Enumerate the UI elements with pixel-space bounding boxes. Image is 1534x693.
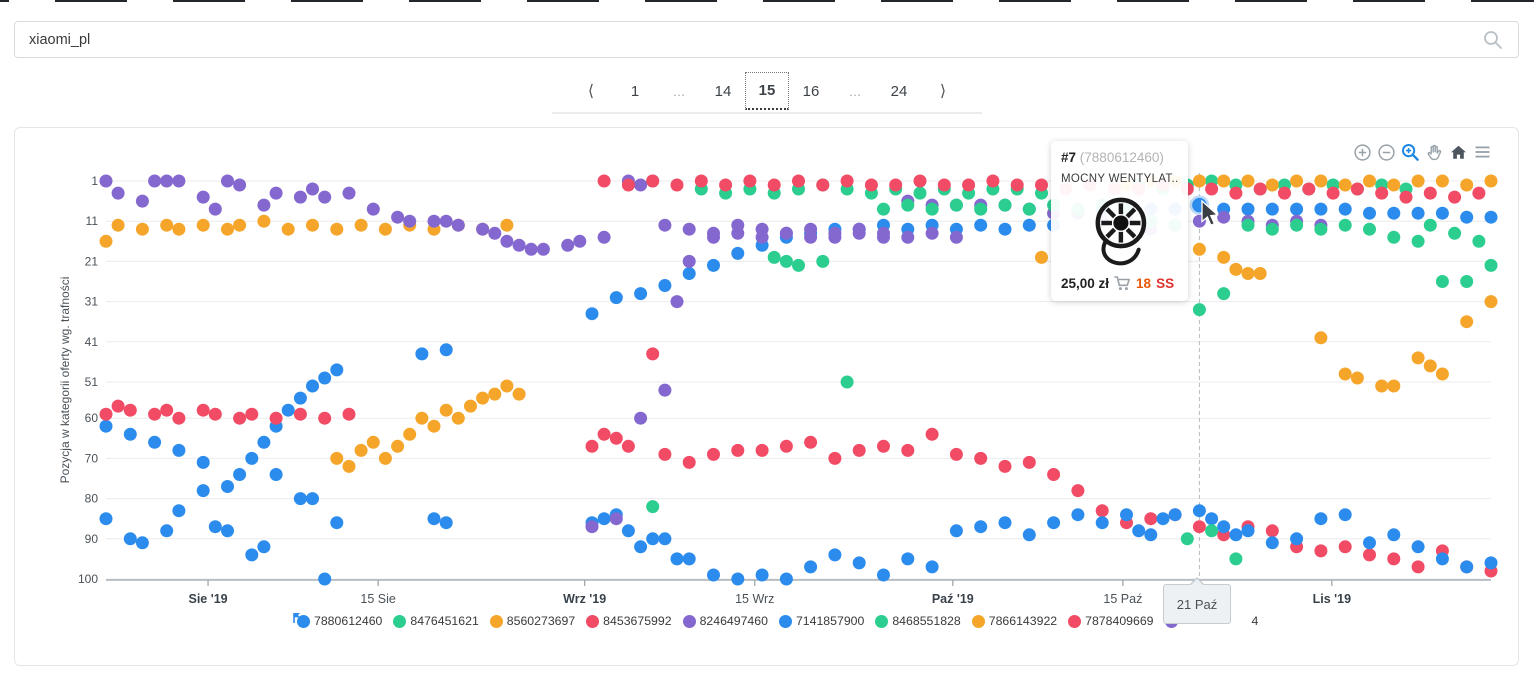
legend-label: 8468551828 xyxy=(892,614,961,628)
legend-label: 7878409669 xyxy=(1085,614,1154,628)
svg-text:100: 100 xyxy=(78,572,98,586)
legend-item-7880612460[interactable]: 7880612460 xyxy=(293,612,383,628)
legend-dot-icon xyxy=(875,614,889,628)
page-top-border xyxy=(0,0,1534,2)
product-offer-id: (7880612460) xyxy=(1079,150,1164,165)
legend-dot-icon xyxy=(682,614,696,628)
legend-label: 7866143922 xyxy=(988,614,1058,628)
legend-dot-icon xyxy=(1068,614,1082,628)
legend-label: 8476451621 xyxy=(410,614,479,628)
legend-dot-icon xyxy=(489,614,503,628)
chart-legend: 7880612460 8476451621 8560273697 8453675992… xyxy=(293,612,1259,628)
search-input[interactable] xyxy=(15,31,1482,48)
svg-text:15 Wrz: 15 Wrz xyxy=(735,592,774,606)
svg-text:15 Sie: 15 Sie xyxy=(360,592,395,606)
legend-dot-icon xyxy=(586,614,600,628)
zoom-in-icon[interactable] xyxy=(1353,143,1372,162)
chart-card: Pozycja w kategorii oferty wg. trafności… xyxy=(14,127,1519,666)
search-icon[interactable] xyxy=(1482,29,1504,51)
legend-item-7866143922[interactable]: 7866143922 xyxy=(971,614,1058,628)
legend-dot-icon xyxy=(393,614,407,628)
svg-text:1: 1 xyxy=(91,174,98,188)
svg-text:51: 51 xyxy=(85,375,99,389)
cart-icon xyxy=(1114,276,1130,291)
legend-item-8246497460[interactable]: 8246497460 xyxy=(682,614,768,628)
pagination-ellipsis: … xyxy=(848,83,862,99)
product-quantity: 18 xyxy=(1136,275,1152,291)
box-zoom-icon[interactable] xyxy=(1401,143,1420,162)
legend-label: 8560273697 xyxy=(506,614,576,628)
svg-text:90: 90 xyxy=(85,532,99,546)
legend-item-7878409669[interactable]: 7878409669 xyxy=(1068,614,1154,628)
legend-item-8453675992[interactable]: 8453675992 xyxy=(586,614,672,628)
page-button-16[interactable]: 16 xyxy=(802,82,820,100)
zoom-out-icon[interactable] xyxy=(1377,143,1396,162)
svg-text:70: 70 xyxy=(85,451,99,465)
product-badge: SS xyxy=(1156,275,1175,291)
product-rank: #7 xyxy=(1061,150,1077,165)
legend-label: 8246497460 xyxy=(699,614,768,628)
product-tooltip-header: #7 (7880612460) xyxy=(1061,150,1178,165)
legend-label: 7141857900 xyxy=(795,614,865,628)
legend-item-7141857900[interactable]: 7141857900 xyxy=(778,614,865,628)
search-bar xyxy=(14,21,1519,58)
legend-label: 4 xyxy=(1251,614,1259,628)
legend-item-8560273697[interactable]: 8560273697 xyxy=(489,614,576,628)
legend-label: 8453675992 xyxy=(603,614,672,628)
page-button-14[interactable]: 14 xyxy=(714,82,732,100)
pagination-next[interactable]: ⟩ xyxy=(939,83,947,100)
chart-toolbar xyxy=(1353,143,1492,162)
legend-label: 7880612460 xyxy=(314,614,383,628)
product-title: MOCNY WENTYLAT... xyxy=(1061,173,1178,185)
pan-icon[interactable] xyxy=(1425,143,1444,162)
svg-text:15 Paź: 15 Paź xyxy=(1103,592,1142,606)
pagination-prev[interactable]: ⟨ xyxy=(587,83,595,100)
pagination-ellipsis: … xyxy=(672,83,686,99)
flag-marker-icon xyxy=(293,612,310,628)
product-price: 25,00 zł xyxy=(1061,275,1110,291)
svg-text:Sie '19: Sie '19 xyxy=(188,592,227,606)
svg-text:80: 80 xyxy=(85,492,99,506)
svg-text:Lis '19: Lis '19 xyxy=(1313,592,1351,606)
menu-icon[interactable] xyxy=(1473,143,1492,162)
legend-item-8476451621[interactable]: 8476451621 xyxy=(393,614,479,628)
svg-text:11: 11 xyxy=(86,214,99,228)
fan-image xyxy=(1095,197,1146,266)
legend-dot-icon xyxy=(971,614,985,628)
svg-text:21: 21 xyxy=(85,254,99,268)
product-tooltip: #7 (7880612460) MOCNY WENTYLAT... 25,00 … xyxy=(1051,141,1188,301)
product-image xyxy=(1080,189,1160,273)
svg-text:31: 31 xyxy=(85,295,99,309)
svg-text:41: 41 xyxy=(85,335,99,349)
page-button-1[interactable]: 1 xyxy=(630,82,640,100)
svg-text:60: 60 xyxy=(85,411,99,425)
mouse-cursor-icon xyxy=(1201,200,1219,227)
date-tooltip: 21 Paź xyxy=(1163,577,1231,624)
svg-text:Wrz '19: Wrz '19 xyxy=(563,592,606,606)
pagination: ⟨ 1 … 14 15 16 … 24 ⟩ xyxy=(0,72,1534,110)
product-tooltip-footer: 25,00 zł 18 SS xyxy=(1061,275,1178,291)
legend-item-8468551828[interactable]: 8468551828 xyxy=(875,614,961,628)
legend-dot-icon xyxy=(778,614,792,628)
date-tooltip-label: 21 Paź xyxy=(1176,596,1218,612)
pagination-divider xyxy=(552,112,982,114)
page-button-24[interactable]: 24 xyxy=(890,82,908,100)
page-button-15[interactable]: 15 xyxy=(745,72,789,110)
svg-text:Paź '19: Paź '19 xyxy=(932,592,974,606)
home-icon[interactable] xyxy=(1449,143,1468,162)
